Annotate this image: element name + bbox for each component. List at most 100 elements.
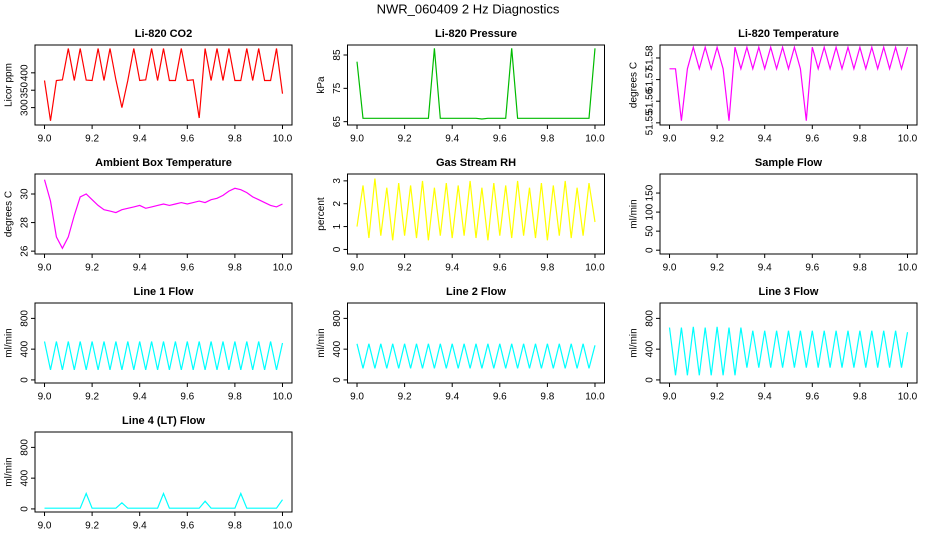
- x-tick-label: 9.4: [758, 392, 772, 403]
- x-tick-label: 9.4: [133, 263, 147, 274]
- x-tick-label: 9.6: [805, 263, 819, 274]
- x-tick-label: 9.4: [133, 392, 147, 403]
- x-tick-label: 9.2: [398, 392, 412, 403]
- x-tick-label: 9.0: [350, 263, 364, 274]
- y-tick-label: 400: [20, 340, 31, 357]
- x-tick-label: 9.8: [853, 392, 867, 403]
- y-tick-label: 26: [20, 245, 31, 257]
- y-tick-label: 0: [645, 247, 656, 253]
- y-tick-label: 1: [332, 223, 343, 229]
- x-tick-label: 10.0: [898, 392, 918, 403]
- data-line: [668, 326, 909, 376]
- x-tick-label: 9.8: [228, 134, 242, 145]
- y-axis-label: ml/min: [4, 328, 15, 357]
- panel-title: Line 3 Flow: [759, 286, 819, 298]
- x-tick-label: 9.0: [38, 134, 52, 145]
- y-tick-label: 51.56: [645, 88, 656, 113]
- x-tick-label: 9.2: [398, 263, 412, 274]
- y-axis-label: ml/min: [316, 328, 327, 357]
- x-tick-label: 9.2: [710, 263, 724, 274]
- plot-frame: [34, 44, 293, 126]
- x-tick-label: 10.0: [585, 134, 605, 145]
- data-line: [356, 343, 596, 369]
- x-tick-label: 9.4: [133, 134, 147, 145]
- y-tick-label: 300: [20, 99, 31, 116]
- y-tick-label: 800: [645, 310, 656, 327]
- x-tick-label: 9.4: [758, 134, 772, 145]
- y-tick-label: 350: [20, 81, 31, 98]
- panel-title: Gas Stream RH: [436, 157, 516, 169]
- data-line: [356, 178, 596, 241]
- y-tick-label: 800: [20, 310, 31, 327]
- x-tick-label: 9.8: [853, 134, 867, 145]
- x-tick-label: 9.2: [85, 263, 99, 274]
- x-tick-label: 9.8: [540, 392, 554, 403]
- x-tick-label: 10.0: [585, 392, 605, 403]
- y-tick-label: 150: [645, 184, 656, 201]
- y-axis-label: degrees C: [629, 62, 640, 108]
- x-tick-label: 10.0: [273, 134, 293, 145]
- plot-frame: [347, 302, 605, 384]
- y-tick-label: 75: [332, 82, 343, 94]
- x-tick-label: 9.2: [710, 392, 724, 403]
- x-tick-label: 9.0: [38, 392, 52, 403]
- x-tick-label: 9.8: [228, 392, 242, 403]
- plot-frame: [34, 302, 293, 384]
- y-tick-label: 2: [332, 200, 343, 206]
- x-tick-label: 9.2: [85, 134, 99, 145]
- y-axis-label: percent: [316, 197, 327, 231]
- y-axis-label: ml/min: [4, 457, 15, 486]
- x-tick-label: 9.4: [133, 521, 147, 532]
- plot-frame: [347, 44, 605, 126]
- figure-title: NWR_060409 2 Hz Diagnostics: [377, 1, 560, 16]
- x-tick-label: 9.8: [228, 263, 242, 274]
- x-tick-label: 10.0: [273, 521, 293, 532]
- y-tick-label: 65: [332, 116, 343, 128]
- plot-frame: [659, 173, 918, 255]
- y-tick-label: 400: [645, 340, 656, 357]
- y-tick-label: 0: [332, 246, 343, 252]
- x-tick-label: 9.0: [663, 263, 677, 274]
- panel-title: Li-820 Pressure: [435, 28, 517, 40]
- x-tick-label: 9.8: [228, 521, 242, 532]
- x-tick-label: 9.2: [85, 521, 99, 532]
- y-tick-label: 800: [332, 310, 343, 327]
- data-line: [669, 44, 909, 121]
- x-tick-label: 9.4: [445, 263, 459, 274]
- x-tick-label: 9.0: [38, 521, 52, 532]
- x-tick-label: 10.0: [898, 134, 918, 145]
- y-tick-label: 400: [332, 340, 343, 357]
- data-line: [44, 491, 283, 509]
- x-tick-label: 9.6: [180, 392, 194, 403]
- data-line: [43, 341, 284, 371]
- y-tick-label: 28: [20, 217, 31, 229]
- plot-frame: [659, 44, 918, 126]
- panel-title: Line 4 (LT) Flow: [122, 415, 205, 427]
- x-tick-label: 9.8: [853, 263, 867, 274]
- y-axis-label: Licor ppm: [4, 63, 15, 107]
- x-tick-label: 9.0: [663, 134, 677, 145]
- y-tick-label: 85: [332, 49, 343, 61]
- y-axis-label: degrees C: [4, 191, 15, 237]
- x-tick-label: 9.0: [663, 392, 677, 403]
- x-tick-label: 9.2: [85, 392, 99, 403]
- x-tick-label: 9.4: [758, 263, 772, 274]
- y-axis-label: ml/min: [629, 199, 640, 228]
- data-line: [356, 48, 596, 120]
- y-tick-label: 30: [20, 188, 31, 200]
- x-tick-label: 9.6: [805, 134, 819, 145]
- x-tick-label: 9.8: [540, 134, 554, 145]
- panel-title: Sample Flow: [755, 157, 823, 169]
- x-tick-label: 9.6: [805, 392, 819, 403]
- x-tick-label: 9.6: [180, 263, 194, 274]
- x-tick-label: 9.0: [38, 263, 52, 274]
- y-tick-label: 800: [20, 439, 31, 456]
- y-tick-label: 400: [20, 64, 31, 81]
- y-tick-label: 51.57: [645, 67, 656, 92]
- x-tick-label: 9.0: [350, 392, 364, 403]
- panel-title: Li-820 CO2: [135, 28, 192, 40]
- x-tick-label: 10.0: [273, 263, 293, 274]
- panel-title: Line 1 Flow: [134, 286, 194, 298]
